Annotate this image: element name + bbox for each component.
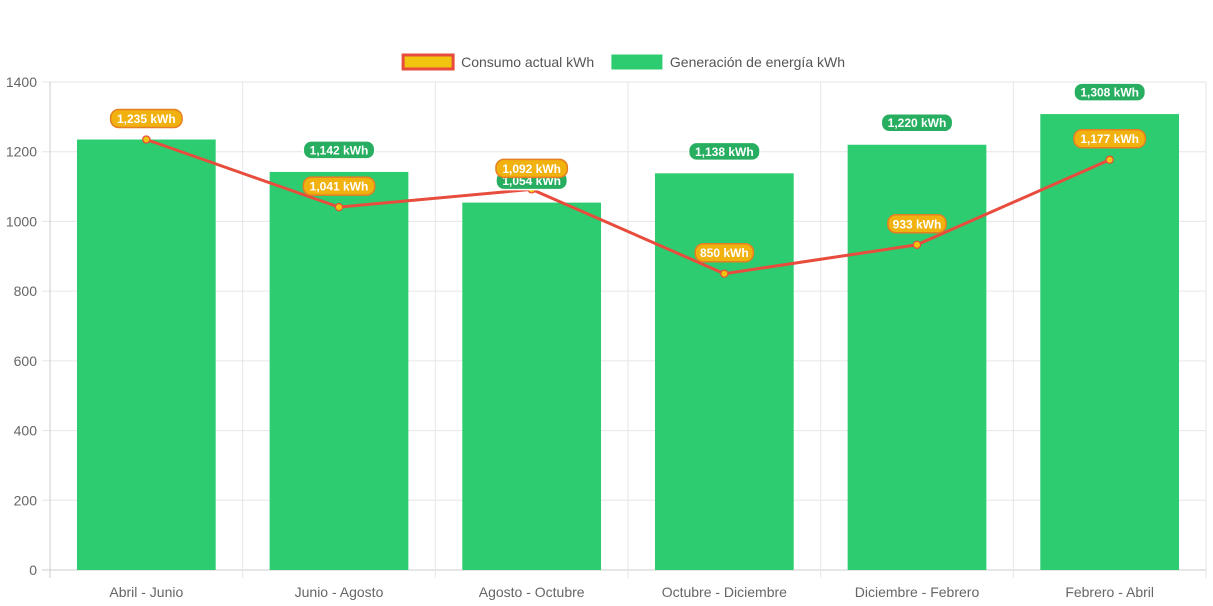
bar-value-label-text: 1,142 kWh [310,143,369,157]
y-tick-label: 600 [14,353,38,369]
y-tick-label: 1200 [6,144,37,160]
line-value-label-bg [887,214,947,234]
line-point[interactable] [720,269,729,278]
y-tick-label: 1000 [6,213,37,229]
line-value-label: 1,092 kWh [495,158,569,179]
line-value-label-text: 1,177 kWh [1080,132,1139,146]
bar-value-label-bg [687,141,761,162]
line-value-label-text: 1,041 kWh [310,180,369,194]
legend-item[interactable]: Generación de energía kWh [611,54,845,70]
bar-value-label: 1,308 kWh [1073,82,1147,102]
bar[interactable] [654,173,794,570]
legend-label: Consumo actual kWh [461,54,594,70]
bar-value-label-bg [880,112,954,133]
line-value-label-bg [1073,128,1147,149]
line-value-label-bg [109,108,183,129]
line-value-label: 850 kWh [694,242,755,263]
bar-value-label: 1,220 kWh [880,112,954,133]
line-value-label: 1,041 kWh [302,176,376,196]
legend-label: Generación de energía kWh [670,54,845,70]
y-tick-label: 800 [14,283,38,299]
x-tick-label: Agosto - Octubre [479,584,585,600]
bar-value-label-text: 1,138 kWh [695,145,754,159]
axes: 0 200 400 600 800 1000 1200 1400 Abril - Junio Ju… [6,74,1154,600]
bar-value-label-bg [302,140,376,160]
y-tick-label: 200 [14,492,38,508]
bar[interactable] [76,139,216,570]
y-tick-label: 1400 [6,74,37,90]
legend[interactable]: Consumo actual kWh Generación de energía … [401,53,845,71]
bar[interactable] [269,171,409,570]
legend-item[interactable]: Consumo actual kWh [401,53,594,71]
line-value-label: 1,235 kWh [109,108,183,129]
line-value-label-bg [495,158,569,179]
line-value-label-text: 1,092 kWh [502,162,561,176]
bar[interactable] [1040,114,1180,570]
bar-value-label-text: 1,308 kWh [1080,86,1139,100]
x-tick-label: Abril - Junio [109,584,183,600]
line-value-label-text: 850 kWh [700,246,749,260]
line-value-label-bg [302,176,376,196]
line-value-label-bg [694,242,755,263]
grid [42,81,1207,578]
line-value-label-text: 933 kWh [893,217,942,231]
line-point[interactable] [334,202,344,212]
bar-value-label: 1,138 kWh [687,141,761,162]
legend-swatch [611,54,663,70]
line-value-label-text: 1,235 kWh [117,112,176,126]
line-value-label: 933 kWh [887,214,947,234]
line-path [145,138,1111,276]
x-tick-label: Diciembre - Febrero [855,584,980,600]
legend-swatch [401,53,455,71]
line-point[interactable] [1105,155,1114,164]
bar-value-label: 1,142 kWh [302,140,376,160]
x-tick-label: Febrero - Abril [1065,584,1154,600]
bar[interactable] [462,202,602,570]
bar-value-label-text: 1,220 kWh [888,116,947,130]
x-tick-label: Octubre - Diciembre [662,584,787,600]
bar-series [76,114,1180,570]
bar[interactable] [847,144,987,570]
y-tick-label: 0 [29,562,37,578]
line-point[interactable] [142,135,151,144]
bar-value-label-bg [1073,82,1147,102]
line-value-label: 1,177 kWh [1073,128,1147,149]
x-tick-label: Junio - Agosto [295,584,384,600]
y-tick-label: 400 [14,423,38,439]
line-point[interactable] [912,240,922,249]
